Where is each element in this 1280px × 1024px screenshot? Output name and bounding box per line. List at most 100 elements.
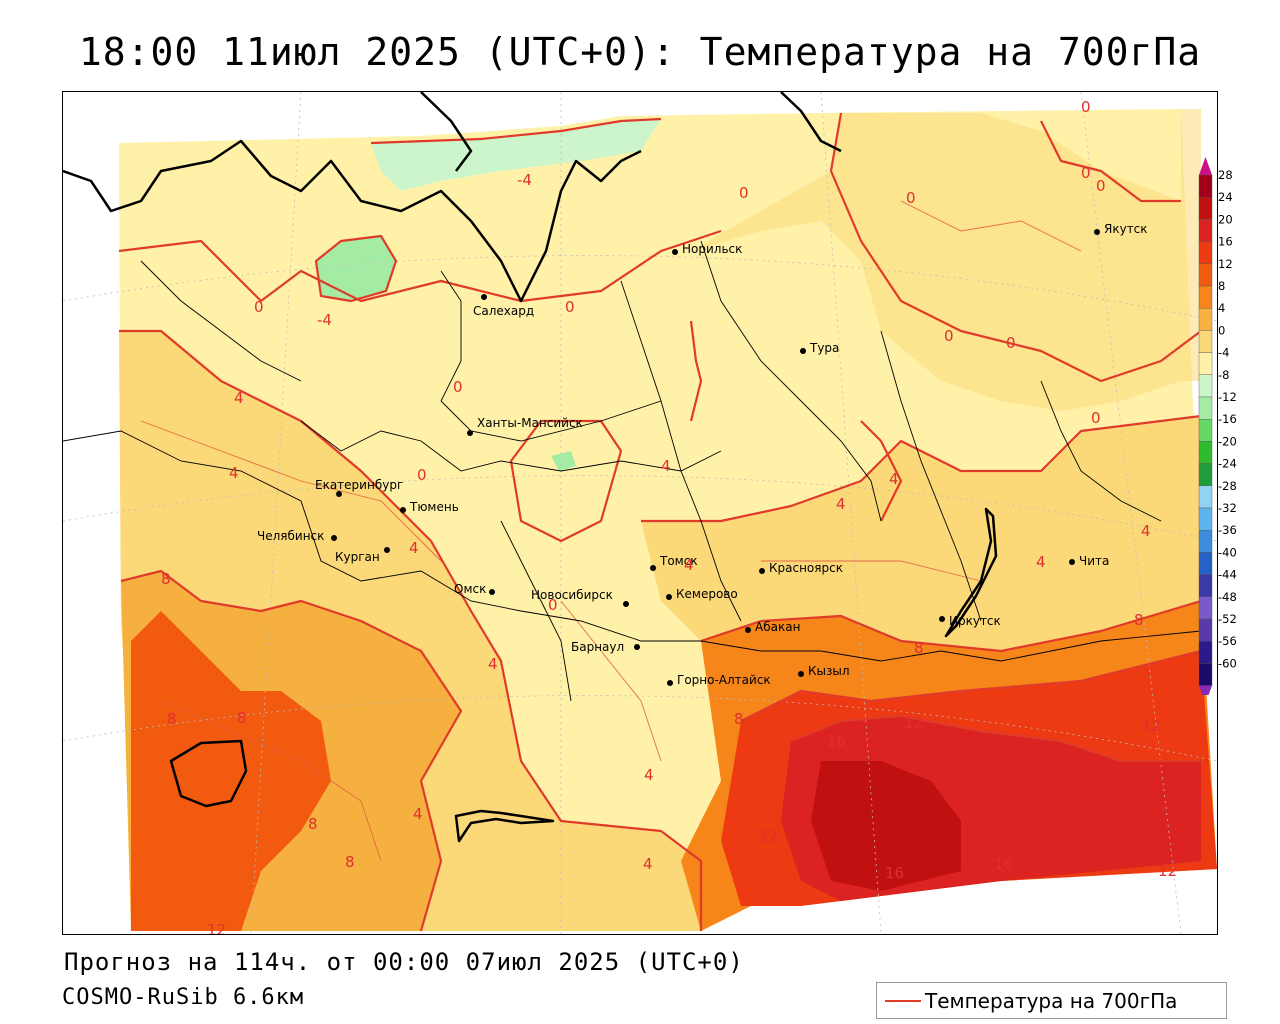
city-gorno-altaysk: Горно-Алтайск xyxy=(667,673,771,687)
svg-text:0: 0 xyxy=(739,184,749,202)
colorbar-tick-label: -36 xyxy=(1218,523,1237,537)
city-khanty-mansiysk: Ханты-Мансийск xyxy=(467,416,583,436)
admin-borders xyxy=(63,240,1202,702)
svg-text:0: 0 xyxy=(1081,164,1091,182)
svg-text:Красноярск: Красноярск xyxy=(769,561,843,575)
svg-text:Иркутск: Иркутск xyxy=(949,614,1001,628)
colorbar-swatch xyxy=(1198,263,1213,287)
svg-text:Омск: Омск xyxy=(454,582,486,596)
svg-text:12: 12 xyxy=(1142,717,1161,735)
city-kurgan: Курган xyxy=(335,547,390,564)
temperature-contours-thin xyxy=(140,200,1082,862)
svg-text:Барнаул: Барнаул xyxy=(571,640,624,654)
colorbar-swatch xyxy=(1198,596,1213,620)
colorbar-tick-label: -24 xyxy=(1218,457,1237,471)
colorbar-swatch xyxy=(1198,618,1213,642)
svg-text:8: 8 xyxy=(734,710,744,728)
colorbar-swatch xyxy=(1198,241,1213,264)
colorbar-tick-label: -20 xyxy=(1218,434,1237,448)
colorbar-swatch xyxy=(1198,219,1213,242)
svg-text:4: 4 xyxy=(661,457,671,475)
coastlines xyxy=(63,92,998,843)
colorbar-tick-label: -16 xyxy=(1218,412,1237,426)
colorbar-swatch xyxy=(1198,485,1213,509)
colorbar-swatch xyxy=(1198,530,1213,553)
city-yakutsk: Якутск xyxy=(1094,222,1148,236)
city-irkutsk: Иркутск xyxy=(939,614,1001,628)
colorbar-tick-label: -40 xyxy=(1218,545,1237,559)
city-norilsk: Норильск xyxy=(672,242,742,256)
colorbar-swatch xyxy=(1198,330,1213,353)
colorbar-swatch xyxy=(1198,285,1213,309)
svg-text:-4: -4 xyxy=(517,171,532,189)
svg-text:0: 0 xyxy=(1081,98,1091,116)
colorbar-top-arrow xyxy=(1199,157,1212,175)
svg-text:Челябинск: Челябинск xyxy=(257,529,324,543)
svg-text:16: 16 xyxy=(885,864,904,882)
city-tura: Тура xyxy=(800,341,839,355)
svg-text:8: 8 xyxy=(237,709,247,727)
svg-text:0: 0 xyxy=(453,378,463,396)
colorbar-swatch xyxy=(1198,663,1213,686)
svg-text:4: 4 xyxy=(1036,553,1046,571)
svg-text:8: 8 xyxy=(914,639,924,657)
svg-text:0: 0 xyxy=(254,298,264,316)
svg-text:4: 4 xyxy=(413,805,423,823)
map-key-label: Температура на 700гПа xyxy=(925,989,1178,1013)
colorbar-tick-label: 16 xyxy=(1218,235,1233,249)
svg-text:4: 4 xyxy=(1141,522,1151,540)
svg-text:8: 8 xyxy=(161,570,171,588)
svg-text:Кызыл: Кызыл xyxy=(808,664,850,678)
colorbar-tick-label: 4 xyxy=(1218,301,1225,315)
svg-text:12: 12 xyxy=(1158,862,1177,880)
svg-text:4: 4 xyxy=(836,495,846,513)
svg-text:Якутск: Якутск xyxy=(1104,222,1148,236)
svg-text:12: 12 xyxy=(207,921,226,934)
colorbar-swatch xyxy=(1198,419,1213,442)
city-novosibirsk: Новосибирск xyxy=(531,588,629,607)
svg-text:Новосибирск: Новосибирск xyxy=(531,588,613,602)
svg-text:4: 4 xyxy=(488,655,498,673)
city-chita: Чита xyxy=(1069,554,1109,568)
colorbar-swatch xyxy=(1198,641,1213,664)
colorbar-tick-label: -8 xyxy=(1218,368,1229,382)
colorbar-swatch xyxy=(1198,374,1213,398)
colorbar-tick-label: -12 xyxy=(1218,390,1237,404)
svg-text:Тюмень: Тюмень xyxy=(409,500,459,514)
zone-minus4-north xyxy=(371,119,661,191)
svg-text:Абакан: Абакан xyxy=(755,620,800,634)
model-name: COSMO-RuSib 6.6км xyxy=(62,985,305,1010)
svg-text:4: 4 xyxy=(644,766,654,784)
svg-text:Курган: Курган xyxy=(335,550,380,564)
graticule xyxy=(63,92,1217,934)
zone-4-8-north xyxy=(691,109,1201,411)
zone-4-8-east xyxy=(641,416,1201,661)
svg-text:Ханты-Мансийск: Ханты-Мансийск xyxy=(477,416,583,430)
zone-12-16-west xyxy=(131,611,331,931)
svg-text:0: 0 xyxy=(906,189,916,207)
svg-text:Томск: Томск xyxy=(659,554,698,568)
temperature-colorbar: 28 24 20 16 12 8 4 0 -4 -8 -12 -16 -20 -24 -28 -32 -36 -4… xyxy=(1196,155,1280,704)
city-barnaul: Барнаул xyxy=(571,640,640,654)
temperature-contours xyxy=(118,112,1202,932)
svg-text:8: 8 xyxy=(345,853,355,871)
city-tomsk: Томск xyxy=(650,554,698,571)
svg-text:0: 0 xyxy=(548,596,558,614)
svg-text:12: 12 xyxy=(904,714,923,732)
contour-line-swatch xyxy=(885,1000,921,1002)
forecast-info: Прогноз на 114ч. от 00:00 07июл 2025 (UT… xyxy=(64,948,744,976)
svg-text:Екатеринбург: Екатеринбург xyxy=(315,478,403,492)
colorbar-swatch xyxy=(1198,174,1213,198)
colorbar-swatch xyxy=(1198,574,1213,598)
svg-text:Салехард: Салехард xyxy=(473,304,534,318)
zone-minus4-small xyxy=(551,451,576,471)
colorbar-swatch xyxy=(1198,396,1213,420)
svg-text:4: 4 xyxy=(229,464,239,482)
city-chelyabinsk: Челябинск xyxy=(257,529,337,543)
svg-text:4: 4 xyxy=(684,556,694,574)
map-key: Температура на 700гПа xyxy=(876,982,1227,1019)
colorbar-tick-label: 20 xyxy=(1218,212,1233,226)
colorbar-swatch xyxy=(1198,352,1213,376)
svg-text:Кемерово: Кемерово xyxy=(676,587,738,601)
chart-title: 18:00 11июл 2025 (UTC+0): Температура на… xyxy=(78,30,1202,74)
